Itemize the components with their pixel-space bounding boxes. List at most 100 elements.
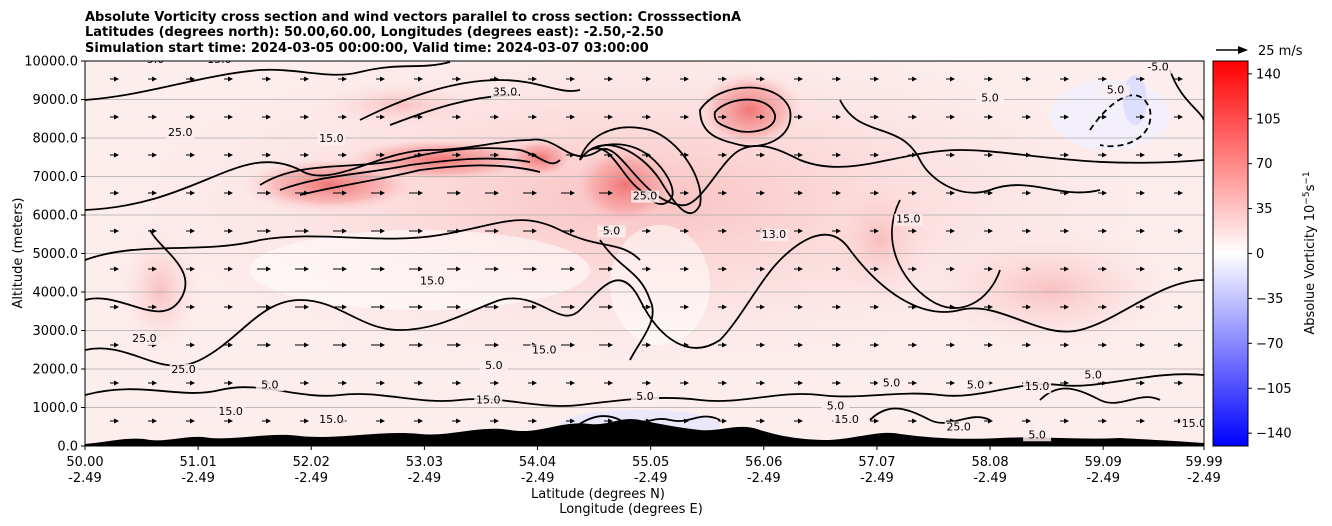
wind-arrow <box>1098 228 1107 234</box>
wind-arrow <box>1022 418 1031 424</box>
wind-arrow <box>561 304 575 310</box>
colorbar: 140 105 70 35 0 −35 −70 −105 −140 Absolue Vortic… <box>1212 60 1318 447</box>
wind-arrow <box>295 228 309 234</box>
wind-arrow <box>604 418 613 424</box>
wind-arrow <box>186 304 195 310</box>
wind-arrow <box>409 228 423 234</box>
colorbar-tick-label: −105 <box>1256 382 1292 397</box>
wind-arrow <box>523 266 537 272</box>
wind-arrow <box>680 266 689 272</box>
wind-arrow <box>946 380 955 386</box>
wind-arrow <box>148 114 157 120</box>
wind-arrow <box>794 228 803 234</box>
wind-arrow <box>257 266 271 272</box>
contour-label: 5.0 <box>636 390 654 403</box>
wind-arrow <box>148 380 157 386</box>
wind-arrow <box>1022 114 1031 120</box>
wind-arrow <box>604 380 613 386</box>
wind-arrow <box>832 190 841 196</box>
wind-arrow <box>262 418 271 424</box>
wind-arrow <box>599 266 613 272</box>
wind-arrow <box>186 190 195 196</box>
wind-arrow <box>414 76 423 82</box>
wind-arrow <box>870 190 879 196</box>
contour-label-bg <box>317 132 346 145</box>
wind-arrow <box>642 152 651 158</box>
wind-arrow <box>1060 190 1069 196</box>
x-tick-label-latitude: 57.07 <box>858 455 895 470</box>
colorbar-gradient <box>1212 60 1249 447</box>
colorbar-tick-label: 35 <box>1256 202 1273 217</box>
wind-arrow <box>224 152 233 158</box>
wind-arrow <box>718 114 727 120</box>
wind-arrow <box>794 304 803 310</box>
wind-arrow <box>224 418 233 424</box>
wind-arrow <box>908 114 917 120</box>
wind-arrow <box>452 418 461 424</box>
colorbar-ticks: 140 105 70 35 0 −35 −70 −105 −140 <box>1248 67 1292 442</box>
wind-arrow <box>599 190 613 196</box>
wind-arrow <box>946 228 955 234</box>
wind-arrow <box>186 114 195 120</box>
wind-arrow <box>300 152 309 158</box>
wind-arrow <box>186 228 195 234</box>
wind-arrow <box>1136 418 1145 424</box>
wind-arrow <box>295 304 309 310</box>
wind-arrow <box>409 304 423 310</box>
wind-arrow <box>333 228 347 234</box>
y-tick-label: 4000.0 <box>33 286 79 301</box>
x-tick-label-latitude: 51.01 <box>180 455 217 470</box>
wind-arrow <box>756 342 765 348</box>
wind-arrow <box>1136 380 1145 386</box>
wind-arrow <box>1022 152 1031 158</box>
wind-arrow <box>642 380 651 386</box>
contour-label-bg <box>169 363 198 376</box>
wind-arrow <box>794 152 803 158</box>
wind-arrow <box>718 190 727 196</box>
wind-arrow <box>490 418 499 424</box>
x-axis-label-longitude: Longitude (degrees E) <box>559 502 703 517</box>
contour-label-bg <box>418 275 447 288</box>
x-tick-label-longitude: -2.49 <box>973 471 1007 486</box>
wind-arrow <box>300 76 309 82</box>
wind-arrow <box>371 342 385 348</box>
wind-arrow <box>1174 76 1183 82</box>
wind-arrow <box>908 380 917 386</box>
wind-arrow <box>756 76 765 82</box>
wind-arrow <box>1136 304 1145 310</box>
x-tick-label-latitude: 55.05 <box>632 455 669 470</box>
contour-label: 5.0 <box>1084 369 1102 382</box>
contour-label-bg <box>1101 84 1130 97</box>
wind-arrow <box>1022 342 1031 348</box>
wind-arrow <box>680 76 689 82</box>
contour-label-bg <box>1023 429 1052 442</box>
wind-arrow <box>680 190 689 196</box>
wind-arrow <box>485 304 499 310</box>
wind-arrow <box>300 114 309 120</box>
wind-arrow <box>452 152 461 158</box>
contour-label-bg <box>1144 61 1173 74</box>
contour-label-bg <box>1079 369 1108 382</box>
wind-arrow <box>946 266 955 272</box>
wind-arrow <box>295 190 309 196</box>
wind-arrow <box>110 228 119 234</box>
wind-arrow <box>1136 190 1145 196</box>
contour-label: 5.0 <box>1028 428 1046 441</box>
wind-arrow <box>832 342 841 348</box>
wind-arrow <box>447 190 461 196</box>
wind-arrow <box>409 190 423 196</box>
wind-arrow <box>452 114 461 120</box>
chart-title-line-1: Absolute Vorticity cross section and win… <box>85 10 741 25</box>
x-axis-label-latitude: Latitude (degrees N) <box>531 487 665 502</box>
contour-label-bg <box>597 225 626 238</box>
wind-arrow <box>485 266 499 272</box>
contour-label-bg <box>141 61 170 66</box>
wind-arrow <box>262 152 271 158</box>
wind-arrow <box>528 380 537 386</box>
wind-arrow <box>1174 304 1183 310</box>
wind-arrow <box>490 76 499 82</box>
wind-arrow <box>984 76 993 82</box>
wind-arrow <box>718 342 727 348</box>
wind-arrow <box>1098 380 1107 386</box>
contour-label: 15.0 <box>532 344 557 357</box>
